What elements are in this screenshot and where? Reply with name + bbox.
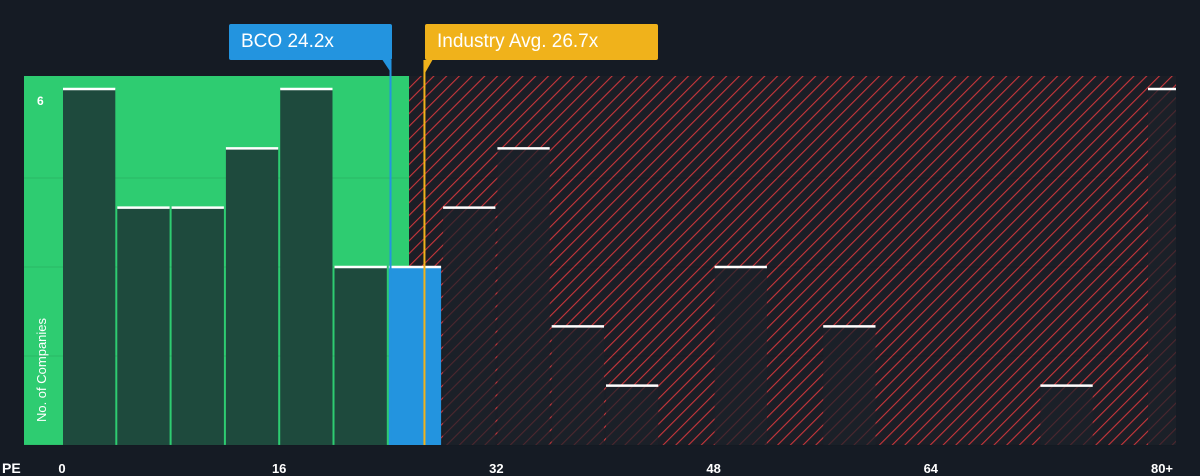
industry-avg-callout: Industry Avg. 26.7x (425, 24, 658, 60)
histogram-bar (497, 148, 550, 446)
histogram-bar (63, 89, 116, 445)
histogram-bar (334, 267, 387, 445)
bco-callout-pointer (382, 60, 391, 72)
bco-pe-callout: BCO 24.2x (229, 24, 392, 60)
histogram-bar (714, 267, 767, 445)
histogram-bar (606, 385, 659, 445)
histogram-bar (823, 326, 876, 445)
avg-callout-pointer (424, 60, 433, 74)
histogram-bar (551, 326, 604, 445)
y-axis-label: No. of Companies (34, 317, 49, 422)
x-axis-label: PE (2, 460, 21, 476)
x-tick-label: 48 (706, 461, 720, 476)
histogram-bar (443, 207, 496, 445)
x-tick-label: 16 (272, 461, 286, 476)
histogram-bar (280, 89, 333, 445)
histogram-bar (171, 207, 224, 445)
x-tick-label: 0 (58, 461, 65, 476)
histogram-bar (225, 148, 279, 446)
histogram-bar (1040, 385, 1093, 445)
histogram-bar (117, 207, 170, 445)
histogram-bar (1148, 89, 1176, 445)
x-tick-label: 64 (924, 461, 939, 476)
x-tick-label: 80+ (1151, 461, 1173, 476)
y-tick-label: 6 (37, 94, 44, 108)
highlight-bar-bco (388, 267, 442, 445)
x-tick-label: 32 (489, 461, 503, 476)
